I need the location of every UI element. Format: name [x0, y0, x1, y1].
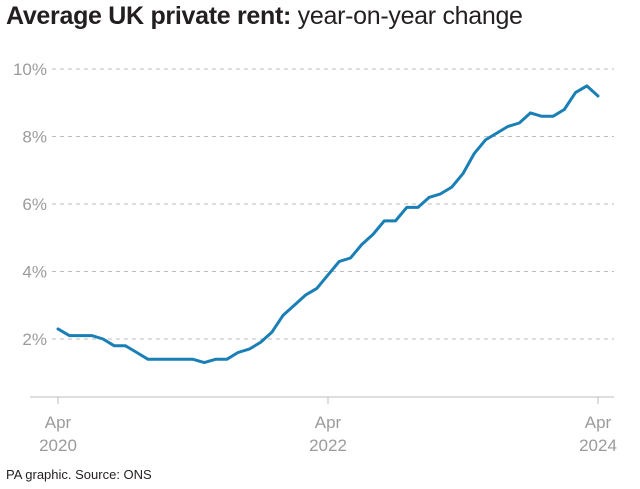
chart-title: Average UK private rent: year-on-year ch…: [6, 2, 523, 31]
y-tick-label: 2%: [22, 330, 47, 349]
x-tick-year: 2022: [309, 436, 347, 455]
y-axis-ticks: 10% 8% 6% 4% 2%: [13, 60, 47, 349]
x-tick-month: Apr: [315, 413, 342, 432]
x-tick-month: Apr: [45, 413, 72, 432]
x-tick-year: 2020: [39, 436, 77, 455]
source-credit: PA graphic. Source: ONS: [6, 467, 152, 482]
x-axis-ticks: Apr 2020 Apr 2022 Apr 2024: [39, 413, 617, 455]
y-tick-label: 4%: [22, 263, 47, 282]
chart-grid: [52, 68, 614, 340]
chart-title-bold: Average UK private rent:: [6, 2, 292, 30]
x-axis-tick-marks: [57, 397, 599, 404]
x-tick-year: 2024: [579, 436, 617, 455]
chart-title-rest: year-on-year change: [291, 2, 523, 30]
y-tick-label: 8%: [22, 128, 47, 147]
y-tick-label: 10%: [13, 60, 47, 79]
x-tick-month: Apr: [585, 413, 612, 432]
series-line: [56, 84, 600, 365]
y-tick-label: 6%: [22, 195, 47, 214]
